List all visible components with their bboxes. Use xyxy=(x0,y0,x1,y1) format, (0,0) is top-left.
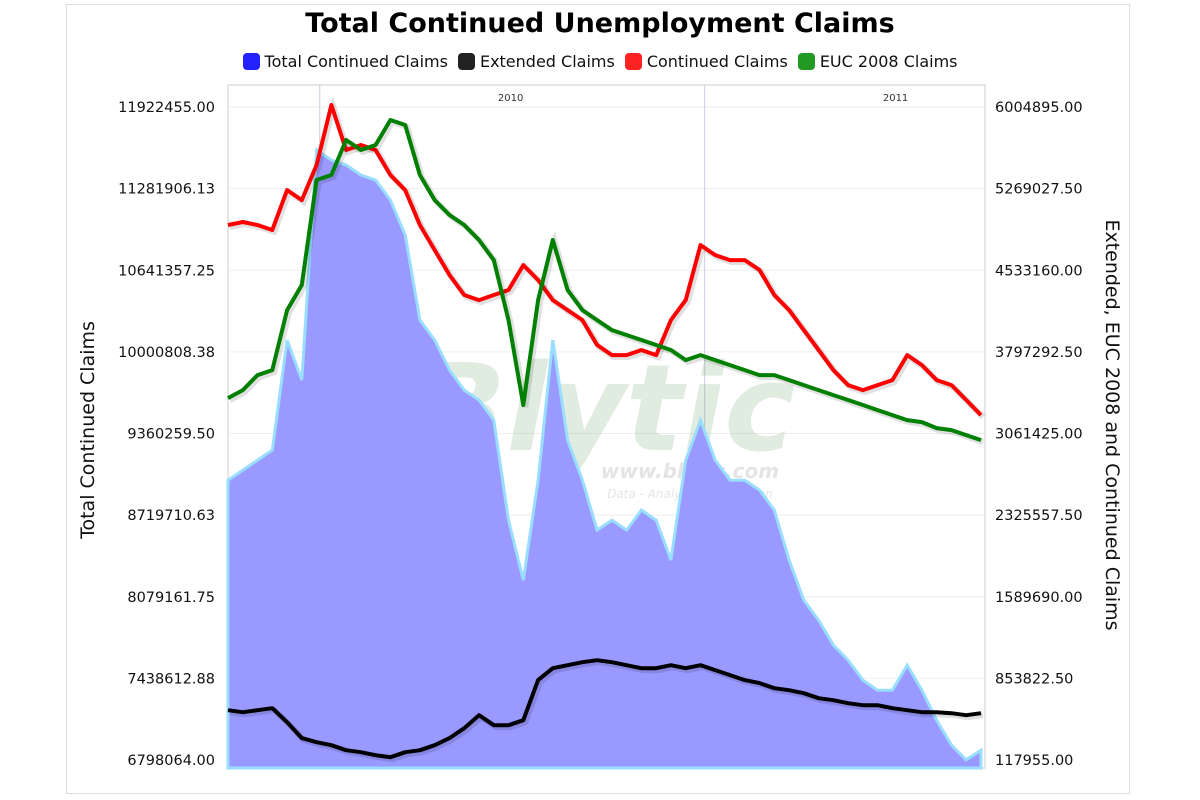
legend: Total Continued Claims Extended Claims C… xyxy=(0,52,1200,71)
legend-label: Total Continued Claims xyxy=(264,52,448,71)
y-left-tick-label: 11922455.00 xyxy=(118,100,215,116)
y-left-tick-label: 10000808.38 xyxy=(118,345,215,361)
legend-swatch-euc xyxy=(797,53,815,70)
legend-item-total[interactable]: Total Continued Claims xyxy=(242,52,448,71)
legend-label: EUC 2008 Claims xyxy=(819,52,958,71)
axes: 6798064.00 7438612.88 8079161.75 8719710.63… xyxy=(118,93,1083,769)
y-right-tick-label: 853822.50 xyxy=(995,671,1073,687)
legend-label: Continued Claims xyxy=(646,52,788,71)
y-left-axis-title: Total Continued Claims xyxy=(77,321,99,540)
y-left-tick-label: 10641357.25 xyxy=(118,263,215,279)
y-left-tick-label: 8079161.75 xyxy=(127,590,215,606)
legend-item-continued[interactable]: Continued Claims xyxy=(624,52,788,71)
series-line-continued-claims xyxy=(227,103,983,417)
legend-swatch-total xyxy=(242,53,260,70)
y-right-tick-label: 3797292.50 xyxy=(995,345,1083,361)
series-line-euc-2008-claims xyxy=(227,118,982,442)
y-right-tick-label: 2325557.50 xyxy=(995,508,1083,524)
legend-swatch-continued xyxy=(624,53,642,70)
y-right-axis-title: Extended, EUC 2008 and Continued Claims xyxy=(1101,219,1123,630)
series-group xyxy=(226,96,986,770)
y-right-tick-label: 5269027.50 xyxy=(995,182,1083,198)
legend-swatch-extended xyxy=(457,53,475,70)
y-right-tick-label: 4533160.00 xyxy=(995,263,1083,279)
legend-item-extended[interactable]: Extended Claims xyxy=(457,52,615,71)
chart-title: Total Continued Unemployment Claims xyxy=(305,8,895,39)
y-right-tick-label: 3061425.00 xyxy=(995,427,1083,443)
y-left-tick-label: 7438612.88 xyxy=(127,671,215,687)
y-left-tick-label: 9360259.50 xyxy=(127,427,215,443)
y-right-tick-label: 1589690.00 xyxy=(995,590,1083,606)
y-left-tick-label: 11281906.13 xyxy=(118,182,215,198)
legend-item-euc[interactable]: EUC 2008 Claims xyxy=(797,52,958,71)
y-right-tick-label: 117955.00 xyxy=(995,753,1073,769)
y-left-tick-label: 6798064.00 xyxy=(127,753,215,769)
x-tick-label: 2011 xyxy=(883,93,908,104)
y-right-tick-label: 6004895.00 xyxy=(995,100,1083,116)
series-line-extended-claims xyxy=(227,658,982,760)
y-left-tick-label: 8719710.63 xyxy=(127,508,215,524)
legend-label: Extended Claims xyxy=(479,52,615,71)
x-tick-label: 2010 xyxy=(498,93,523,104)
chart-frame xyxy=(66,4,1130,794)
